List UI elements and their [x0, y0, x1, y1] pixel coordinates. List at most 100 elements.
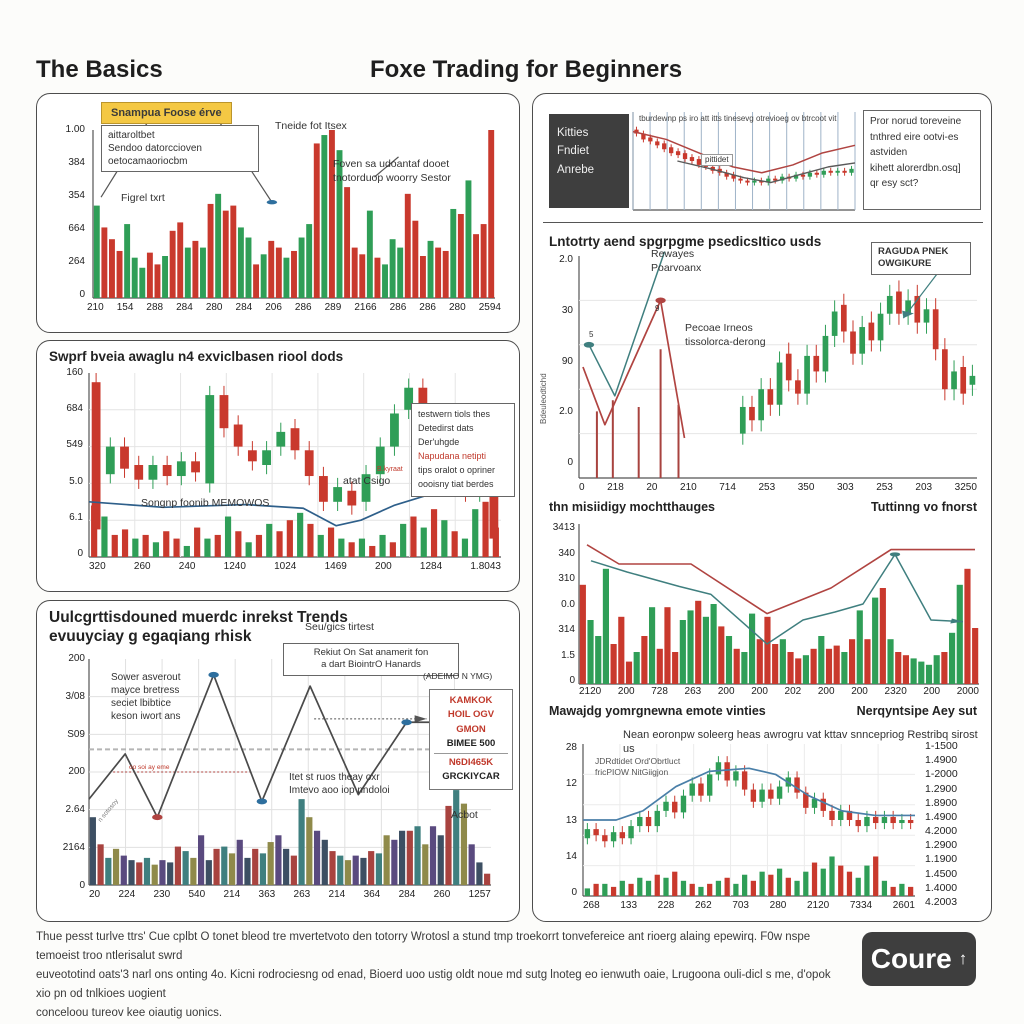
left-note: Sower asverout mayce bretress seciet lbi…: [111, 671, 180, 723]
tick-label: 206: [265, 302, 282, 313]
tick-label: 2120: [806, 900, 830, 911]
x-axis-labels: 210 154 288 284 280 284 206 286 289 2166 286 286 280…: [87, 302, 501, 313]
note-line: mayce bretress: [111, 685, 180, 696]
tick-label: 262: [694, 900, 712, 911]
tick-label: 0.0: [561, 598, 575, 610]
tick-label: 12: [565, 778, 577, 790]
course-button-label: Coure: [870, 943, 952, 974]
tick-label: 4.2000: [925, 825, 958, 838]
tick-label: 210: [87, 302, 104, 313]
point-label: 9: [655, 304, 660, 313]
y-axis-labels: 2.0 30 90 2.0 0: [547, 254, 573, 468]
point-label: 5: [589, 330, 594, 339]
tick-label: 268: [583, 900, 600, 911]
note-line: Pecoae Irneos: [685, 322, 753, 334]
price-scale: 1-1500 1.4900 1-2000 1.2900 1.8900 1.4900 4.20…: [925, 740, 983, 908]
x-axis-labels: 20 224 230 540 214 363 263 214 364 284 260 1257: [89, 889, 491, 900]
tick-label: 0: [79, 879, 85, 891]
tick-label: 4.2003: [925, 895, 958, 908]
tick-label: 286: [389, 302, 407, 313]
legend-line: testwern tiols thes: [418, 409, 491, 419]
note-line: JDRdtidet Ord'Obrtluct: [595, 756, 681, 766]
tick-label: 200: [923, 686, 941, 697]
tick-label: 1.5: [561, 649, 575, 661]
callout-box: RAGUDA PNEK OWGIKURE: [871, 242, 971, 275]
mini-chart-caption: tburdewnp ps iro att itts tinesevg otrev…: [639, 114, 837, 123]
tick-label: 1024: [274, 561, 297, 572]
panel-subtitle: evuuyciay g egaqiang rhisk: [49, 628, 252, 645]
panel-price-bars: 1.00 384 354 664 264 0 210 154 288 284 280 284 206 2…: [36, 93, 520, 333]
tick-label: 1.8043: [470, 561, 501, 572]
tick-label: 2320: [884, 686, 907, 697]
tick-label: 540: [188, 889, 206, 900]
tick-label: 684: [66, 403, 83, 415]
tick-label: 3250: [954, 482, 977, 493]
badge-line: Anrebe: [557, 163, 595, 176]
info-line: Pror norud toreveine: [870, 116, 962, 127]
tick-label: 214: [223, 889, 241, 900]
footer-line: euveototind oats'3 narl ons onting 4o. K…: [36, 968, 831, 1000]
tick-label: 2164: [62, 842, 85, 854]
tick-label: 2594: [478, 302, 501, 313]
volatility-bars-chart: [579, 524, 979, 684]
tick-label: 260: [433, 889, 451, 900]
tick-label: 28: [565, 742, 577, 753]
legend-line: Der'uhgde: [418, 436, 460, 447]
tick-label: 364: [363, 889, 381, 900]
annotation-label: Figrel txrt: [121, 192, 165, 204]
tick-label: 1-1500: [925, 740, 958, 752]
tick-label: 549: [66, 439, 83, 451]
tick-label: 0: [79, 289, 85, 300]
tick-label: 133: [620, 900, 638, 911]
course-button[interactable]: Coure ↑: [862, 932, 976, 986]
info-line: tnthred eire ootvi-es: [870, 131, 959, 143]
warning-line: GRCKIYCAR: [442, 771, 500, 783]
uptrend-candles-chart: [579, 256, 977, 478]
y-axis-labels: 28 12 13 14 0: [551, 742, 577, 898]
legend-line: tips oralot o opriner: [418, 464, 496, 475]
ma-line-label-2: atat Csigo: [343, 475, 391, 487]
price-bars-chart: [93, 130, 495, 298]
legend-line: Detedirst dats: [418, 422, 474, 433]
tick-label: 286: [294, 302, 312, 313]
tick-label: 218: [607, 482, 624, 493]
tick-label: 13: [565, 814, 577, 826]
page-title: Foxe Trading for Beginners: [370, 56, 683, 83]
tick-label: 90: [561, 355, 573, 367]
tick-label: 284: [235, 302, 253, 313]
tick-label: 310: [558, 573, 575, 584]
distribution-candles-chart: [583, 744, 915, 896]
warning-line: HOIL OGV: [447, 709, 495, 721]
panel-title: Uulcgrttisdouned muerdc inrekst Trends: [49, 609, 348, 626]
tick-label: 289: [324, 302, 342, 313]
tick-label: 303: [836, 482, 854, 493]
tick-label: 200: [751, 686, 768, 697]
note-line: Rewayes: [651, 248, 695, 260]
mid-note: Itet st ruos theay oxr Imtevo aoo iop nn…: [289, 771, 390, 797]
tick-label: 253: [758, 482, 776, 493]
callout-box: Rekiut On Sat anamerit fon a dart Bioint…: [283, 643, 459, 676]
tick-label: 224: [118, 889, 136, 900]
info-line: kihett alorerdbn.osq]: [870, 162, 961, 174]
tick-label: 384: [68, 157, 85, 168]
note-line: Sower asverout: [111, 672, 181, 683]
panel-title: Swprf bveia awaglu n4 exviclbasen riool …: [49, 349, 344, 364]
tick-label: 228: [657, 900, 675, 911]
tick-label: 1.4900: [925, 810, 958, 823]
panel-market-trends: Uulcgrttisdouned muerdc inrekst Trends e…: [36, 600, 520, 922]
warning-line: GMON: [456, 723, 486, 735]
tick-label: 253: [876, 482, 893, 493]
info-line: astviden: [870, 147, 908, 158]
callout-title: Seu/gics tirtest: [305, 621, 374, 633]
note-line: Imtevo aoo iop nndoloi: [289, 785, 390, 796]
ma-line-label: Songnp foonib MEMOWOS: [141, 497, 270, 509]
tick-label: 200: [817, 686, 835, 697]
tick-label: 0: [77, 547, 83, 559]
tick-label: 2166: [354, 302, 377, 313]
tick-label: 280: [205, 302, 223, 313]
footer-paragraph: Thue pesst turlve ttrs' Cue cplbt O tone…: [36, 928, 836, 1023]
tick-label: 280: [449, 302, 466, 313]
tick-label: 14: [565, 850, 577, 862]
note-line: tissolorca-derong: [685, 335, 766, 348]
warning-line: N6DI465K: [448, 757, 494, 768]
